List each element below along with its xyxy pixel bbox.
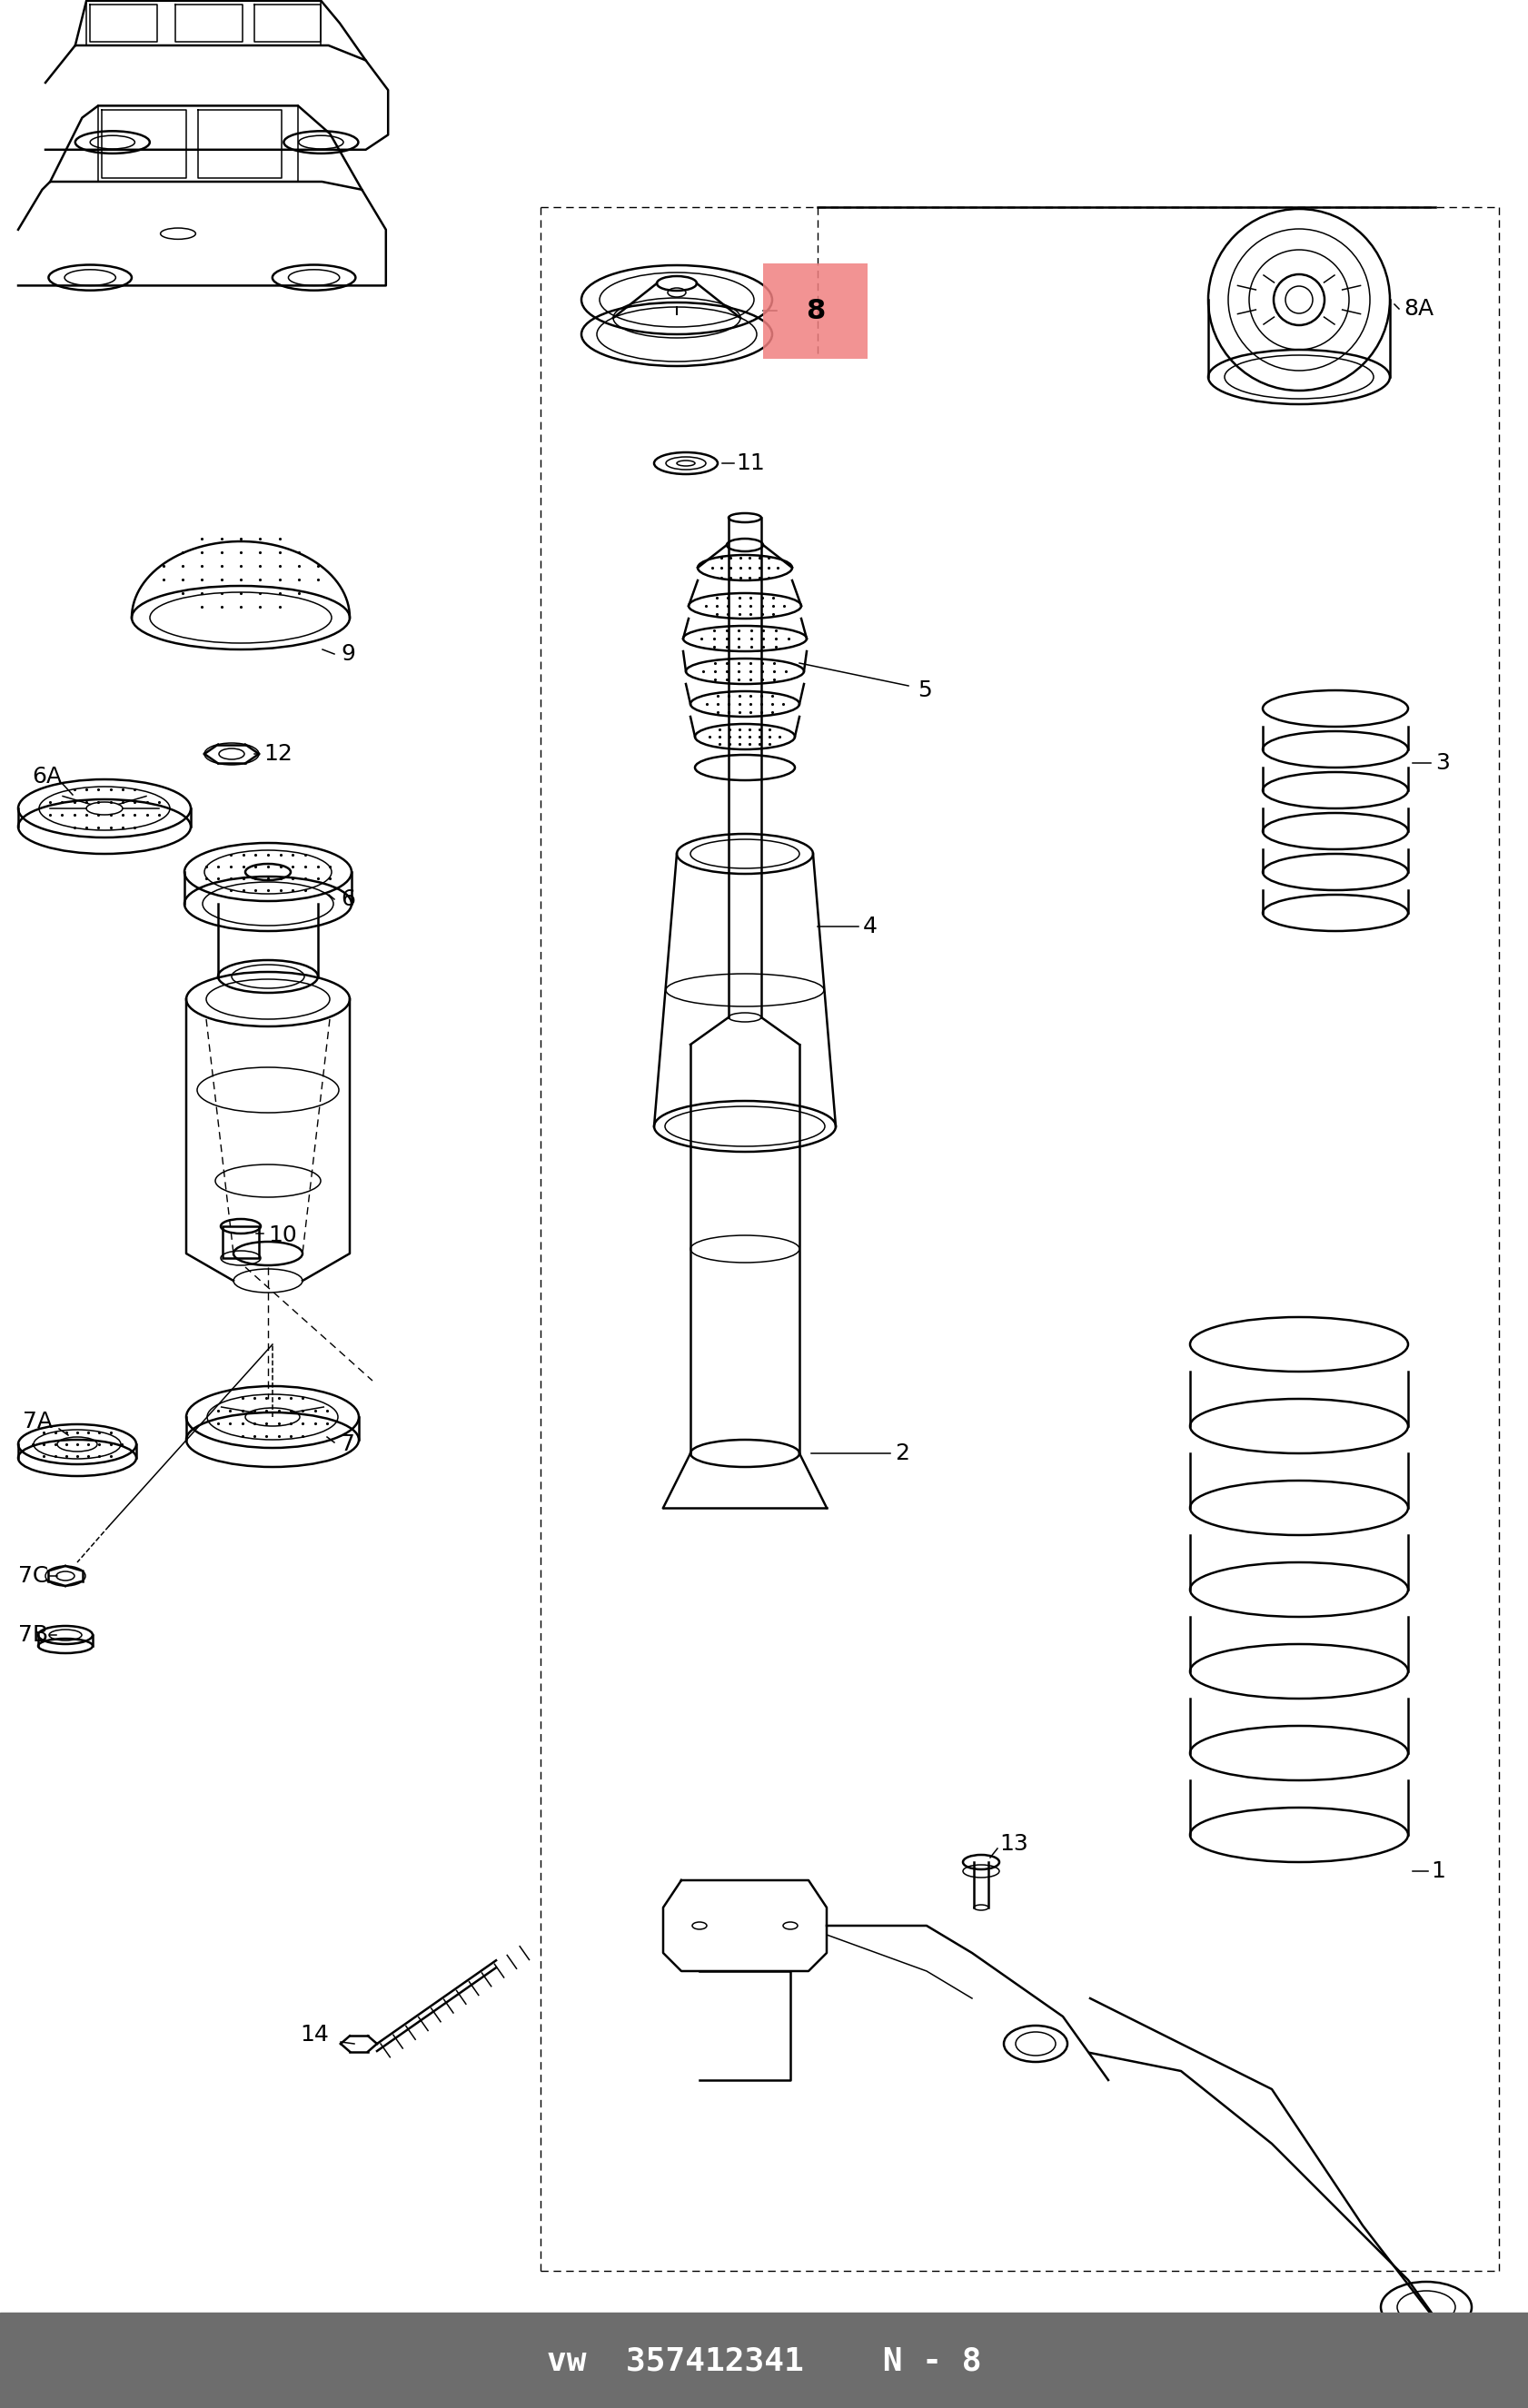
Text: 1: 1 <box>1430 1861 1444 1883</box>
Text: 8: 8 <box>805 299 825 325</box>
Text: 10: 10 <box>267 1223 296 1247</box>
Bar <box>223 1226 258 1257</box>
Text: 12: 12 <box>263 744 292 766</box>
Text: 9: 9 <box>341 643 354 665</box>
Text: 7B: 7B <box>18 1623 49 1647</box>
Text: 6A: 6A <box>32 766 61 787</box>
Text: 13: 13 <box>999 1832 1027 1854</box>
Text: 3: 3 <box>1435 751 1449 773</box>
Text: 11: 11 <box>735 453 764 474</box>
Text: 6: 6 <box>341 889 354 910</box>
Bar <box>762 262 866 359</box>
Text: 4: 4 <box>862 915 877 937</box>
Text: 7C: 7C <box>18 1565 49 1587</box>
Text: 5: 5 <box>917 679 931 701</box>
Text: 7: 7 <box>341 1433 354 1454</box>
Bar <box>0 2312 1528 2408</box>
Text: 14: 14 <box>299 2023 329 2044</box>
Text: 8A: 8A <box>1403 299 1433 320</box>
Text: 7A: 7A <box>23 1411 52 1433</box>
Text: 2: 2 <box>894 1442 909 1464</box>
Text: vw  357412341    N - 8: vw 357412341 N - 8 <box>547 2345 981 2377</box>
